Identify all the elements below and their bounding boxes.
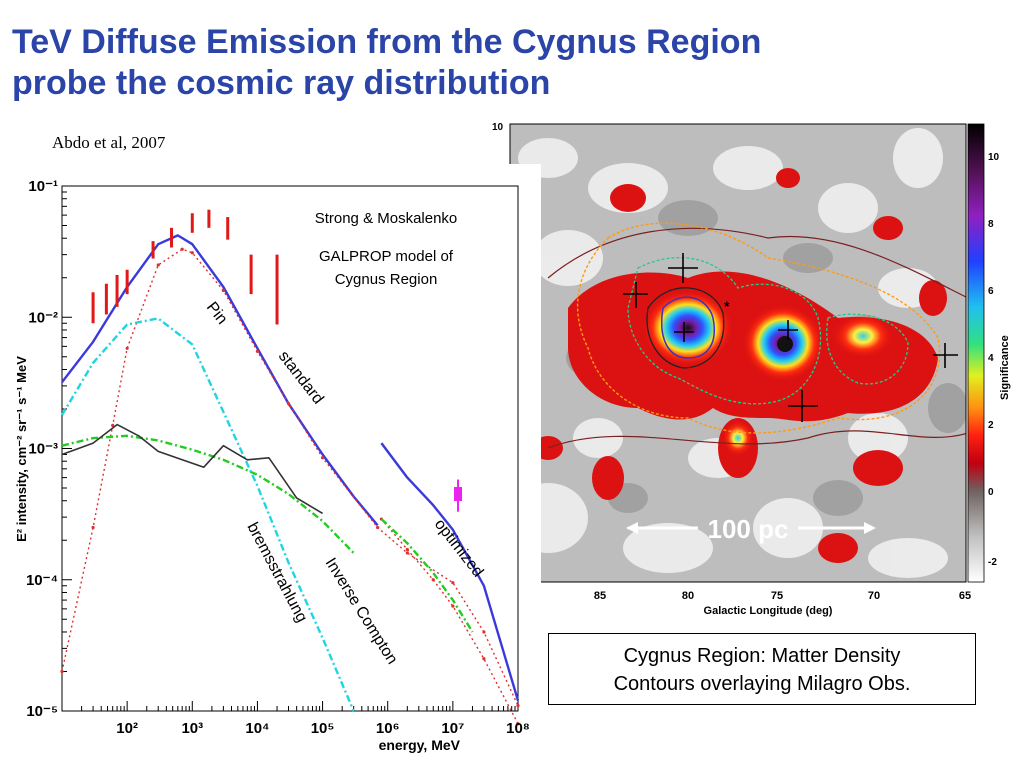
series-line-optimized <box>380 442 520 701</box>
spectrum-points <box>91 209 463 512</box>
title-line-2: probe the cosmic ray distribution <box>12 64 551 102</box>
colorbar-tick: 8 <box>988 219 994 230</box>
series-marker <box>320 456 325 460</box>
series-marker <box>482 657 486 661</box>
series-marker <box>482 630 486 634</box>
colorbar-tick: 2 <box>988 420 994 431</box>
series-marker <box>156 263 160 267</box>
series-marker <box>516 722 520 726</box>
y-tick-label: 10⁻¹ <box>28 178 58 195</box>
annotation-model: GALPROP model of <box>319 248 454 265</box>
spectrum-y-tick-labels: 10⁻¹ 10⁻² 10⁻³ 10⁻⁴ 10⁻⁵ <box>26 178 58 720</box>
series-line-pin-high-energy-branch <box>380 518 519 725</box>
series-marker <box>221 288 225 293</box>
series-marker <box>60 669 64 674</box>
map-x-axis: 85 80 75 70 65 <box>594 590 971 602</box>
spectrum-y-label: E² intensity, cm⁻² sr⁻¹ s⁻¹ MeV <box>14 356 29 542</box>
spectrum-x-label: energy, MeV <box>379 737 461 753</box>
caption-line-1: Cygnus Region: Matter Density <box>623 645 901 667</box>
series-line-standard <box>61 234 379 527</box>
annotation-authors: Strong & Moskalenko <box>315 210 458 227</box>
colorbar-tick: 10 <box>988 152 1000 163</box>
source-crosses <box>623 253 958 422</box>
annotation-region: Cygnus Region <box>335 271 438 288</box>
series-marker <box>180 247 184 251</box>
scale-bar-label: 100 pc <box>708 514 789 544</box>
significance-map: * 100 pc 10 85 80 75 70 65 Galactic Long… <box>492 122 1011 617</box>
series-marker <box>190 251 194 255</box>
series-marker <box>451 604 455 608</box>
map-y-tick-10: 10 <box>492 122 504 133</box>
series-line-inverse-compton <box>61 434 355 554</box>
x-tick-label: 10² <box>116 720 138 737</box>
series-marker <box>451 581 455 585</box>
spectrum-curves <box>60 234 520 726</box>
scale-bar: 100 pc <box>626 514 876 544</box>
x-tick-label: 10³ <box>181 720 203 737</box>
title-line-1: TeV Diffuse Emission from the Cygnus Reg… <box>12 23 762 61</box>
spectrum-panel: 10² 10³ 10⁴ 10⁵ 10⁶ 10⁷ 10⁸ 10⁻¹ 10⁻² 10⁻³ 10⁻⁴ 10… <box>0 164 541 768</box>
map-caption: Cygnus Region: Matter Density Contours o… <box>548 633 976 705</box>
x-tick-label: 10⁷ <box>441 720 464 737</box>
x-tick-label: 10⁶ <box>376 720 400 737</box>
y-tick-label: 10⁻⁵ <box>26 703 58 720</box>
series-marker <box>286 401 291 406</box>
series-line-bremsstrahlung <box>60 317 355 712</box>
series-line-pion-black <box>61 423 324 515</box>
caption-line-2: Contours overlaying Milagro Obs. <box>613 673 911 695</box>
colorbar-tick: 4 <box>988 353 994 364</box>
colorbar-ticks: 10 8 6 4 2 0 -2 <box>988 152 1000 568</box>
map-x-tick: 85 <box>594 590 606 602</box>
series-marker <box>405 547 409 552</box>
spectrum-chart: 10² 10³ 10⁴ 10⁵ 10⁶ 10⁷ 10⁸ 10⁻¹10⁻²10⁻³10⁻⁴10… <box>14 178 530 753</box>
milagro-point <box>454 487 463 502</box>
map-star: * <box>724 298 730 314</box>
series-marker <box>125 346 129 350</box>
map-x-tick: 65 <box>959 590 971 602</box>
series-marker <box>431 578 435 582</box>
colorbar <box>967 123 985 583</box>
colorbar-label: Significance <box>999 335 1011 400</box>
colorbar-tick: 6 <box>988 286 994 297</box>
x-tick-label: 10⁸ <box>506 720 530 737</box>
slide-title: TeV Diffuse Emission from the Cygnus Reg… <box>12 22 992 104</box>
x-tick-label: 10⁴ <box>245 720 269 737</box>
y-tick-label: 10⁻³ <box>28 441 58 458</box>
map-x-tick: 70 <box>868 590 880 602</box>
series-marker <box>516 703 520 708</box>
series-marker <box>111 423 115 427</box>
series-marker <box>255 349 260 353</box>
series-marker <box>405 551 409 555</box>
y-tick-label: 10⁻⁴ <box>26 572 58 589</box>
map-x-tick: 75 <box>771 590 783 602</box>
series-marker <box>376 525 380 530</box>
colorbar-tick: 0 <box>988 487 994 498</box>
series-line-inverse-compton-high-energy <box>380 518 474 633</box>
map-x-tick: 80 <box>682 590 694 602</box>
colorbar-tick: -2 <box>988 557 997 568</box>
y-tick-label: 10⁻² <box>28 309 58 326</box>
series-marker <box>91 525 95 530</box>
citation: Abdo et al, 2007 <box>52 133 166 152</box>
series-line-pin <box>61 248 519 706</box>
x-tick-label: 10⁵ <box>311 720 335 737</box>
map-x-label: Galactic Longitude (deg) <box>704 605 833 617</box>
spectrum-x-tick-labels: 10² 10³ 10⁴ 10⁵ 10⁶ 10⁷ 10⁸ <box>116 720 530 737</box>
